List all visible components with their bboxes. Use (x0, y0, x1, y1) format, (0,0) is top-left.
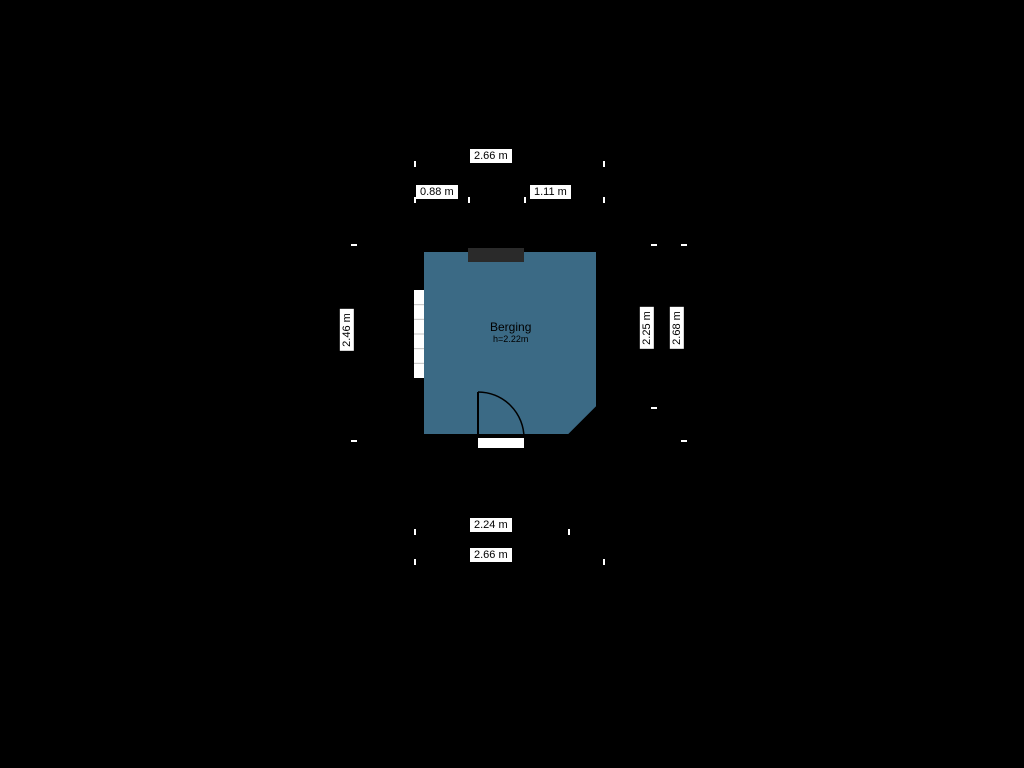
dim-tick (651, 244, 657, 246)
dim-top-right: 1.11 m (530, 185, 571, 199)
dim-tick (524, 197, 526, 203)
room-label: Berging h=2.22m (490, 320, 531, 344)
dim-left: 2.46 m (340, 309, 354, 351)
dim-tick (681, 244, 687, 246)
dim-tick (414, 197, 416, 203)
dim-tick (603, 161, 605, 167)
dim-tick (351, 244, 357, 246)
dim-right-outer: 2.68 m (670, 307, 684, 349)
dim-bottom-inner: 2.24 m (470, 518, 512, 532)
dim-tick (603, 197, 605, 203)
dim-tick (414, 161, 416, 167)
dim-tick (681, 440, 687, 442)
dim-tick (414, 559, 416, 565)
dim-top-left: 0.88 m (416, 185, 458, 199)
dim-top-outer: 2.66 m (470, 149, 512, 163)
room-height: h=2.22m (490, 334, 531, 344)
room-name: Berging (490, 320, 531, 334)
dim-tick (468, 197, 470, 203)
dim-bottom-outer: 2.66 m (470, 548, 512, 562)
floorplan-canvas: Berging h=2.22m 2.66 m 0.88 m 1.11 m 2.4… (0, 0, 1024, 768)
dim-tick (603, 559, 605, 565)
dim-tick (414, 529, 416, 535)
window (414, 290, 424, 378)
floorplan-svg (0, 0, 1024, 768)
dim-tick (351, 440, 357, 442)
dim-tick (651, 407, 657, 409)
dim-right-inner: 2.25 m (640, 307, 654, 349)
dim-tick (568, 529, 570, 535)
wall-recess (468, 248, 524, 262)
